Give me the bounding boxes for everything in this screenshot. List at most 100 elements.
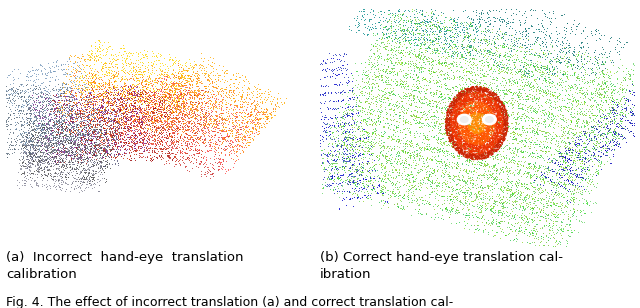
Point bbox=[332, 156, 342, 161]
Point bbox=[86, 136, 97, 141]
Point bbox=[511, 187, 522, 192]
Point bbox=[514, 94, 524, 99]
Point bbox=[245, 128, 255, 133]
Point bbox=[329, 136, 339, 141]
Point bbox=[481, 129, 492, 134]
Point bbox=[29, 133, 40, 138]
Point bbox=[116, 139, 127, 144]
Point bbox=[577, 102, 587, 107]
Point bbox=[135, 96, 145, 101]
Point bbox=[29, 118, 39, 123]
Point bbox=[443, 185, 453, 190]
Point bbox=[91, 136, 101, 140]
Point bbox=[132, 98, 143, 103]
Point bbox=[470, 122, 480, 127]
Point bbox=[83, 163, 93, 168]
Point bbox=[461, 55, 472, 60]
Point bbox=[483, 100, 493, 105]
Point bbox=[341, 147, 351, 152]
Point bbox=[47, 133, 57, 138]
Point bbox=[560, 116, 570, 120]
Point bbox=[474, 147, 484, 152]
Point bbox=[434, 105, 444, 110]
Point bbox=[389, 103, 399, 108]
Point bbox=[407, 6, 417, 11]
Point bbox=[445, 120, 456, 125]
Point bbox=[449, 136, 459, 141]
Point bbox=[248, 125, 258, 130]
Point bbox=[0, 88, 5, 93]
Point bbox=[593, 122, 603, 127]
Point bbox=[544, 156, 554, 160]
Point bbox=[474, 156, 484, 161]
Point bbox=[427, 51, 437, 56]
Point bbox=[140, 125, 150, 130]
Point bbox=[172, 112, 182, 117]
Point bbox=[470, 148, 481, 153]
Point bbox=[328, 129, 339, 134]
Point bbox=[438, 24, 448, 29]
Point bbox=[413, 124, 424, 129]
Point bbox=[355, 83, 365, 88]
Point bbox=[453, 105, 463, 110]
Point bbox=[460, 121, 470, 126]
Point bbox=[484, 149, 494, 154]
Point bbox=[422, 1, 433, 6]
Point bbox=[481, 134, 491, 139]
Point bbox=[492, 119, 502, 124]
Point bbox=[145, 75, 155, 80]
Point bbox=[393, 157, 403, 162]
Point bbox=[149, 71, 159, 76]
Point bbox=[120, 87, 131, 92]
Point bbox=[414, 31, 424, 36]
Point bbox=[248, 138, 258, 143]
Point bbox=[252, 119, 262, 124]
Point bbox=[493, 212, 503, 217]
Point bbox=[388, 47, 398, 52]
Point bbox=[33, 71, 44, 76]
Point bbox=[481, 183, 492, 188]
Point bbox=[347, 179, 357, 184]
Point bbox=[590, 148, 600, 152]
Point bbox=[123, 125, 133, 130]
Point bbox=[514, 215, 524, 220]
Point bbox=[41, 121, 51, 126]
Point bbox=[496, 140, 506, 145]
Point bbox=[170, 82, 180, 87]
Point bbox=[68, 140, 78, 144]
Point bbox=[31, 180, 42, 185]
Point bbox=[454, 149, 464, 154]
Point bbox=[472, 148, 482, 153]
Point bbox=[479, 123, 489, 128]
Point bbox=[497, 118, 507, 123]
Point bbox=[150, 78, 160, 83]
Point bbox=[449, 75, 460, 80]
Point bbox=[113, 121, 124, 126]
Point bbox=[99, 146, 109, 151]
Point bbox=[461, 111, 471, 116]
Point bbox=[398, 143, 408, 148]
Point bbox=[130, 93, 140, 98]
Point bbox=[436, 62, 447, 67]
Point bbox=[51, 130, 61, 135]
Point bbox=[538, 74, 548, 79]
Point bbox=[473, 112, 483, 117]
Point bbox=[490, 144, 500, 149]
Point bbox=[474, 126, 484, 131]
Point bbox=[444, 66, 454, 71]
Point bbox=[461, 132, 472, 137]
Point bbox=[471, 146, 481, 151]
Point bbox=[355, 103, 365, 108]
Point bbox=[33, 134, 44, 139]
Point bbox=[381, 154, 392, 159]
Point bbox=[447, 24, 457, 29]
Point bbox=[139, 87, 149, 92]
Point bbox=[404, 179, 415, 184]
Point bbox=[24, 169, 35, 174]
Point bbox=[420, 172, 431, 177]
Point bbox=[197, 137, 207, 142]
Point bbox=[494, 137, 504, 142]
Point bbox=[51, 173, 61, 178]
Point bbox=[357, 144, 367, 149]
Point bbox=[102, 118, 113, 123]
